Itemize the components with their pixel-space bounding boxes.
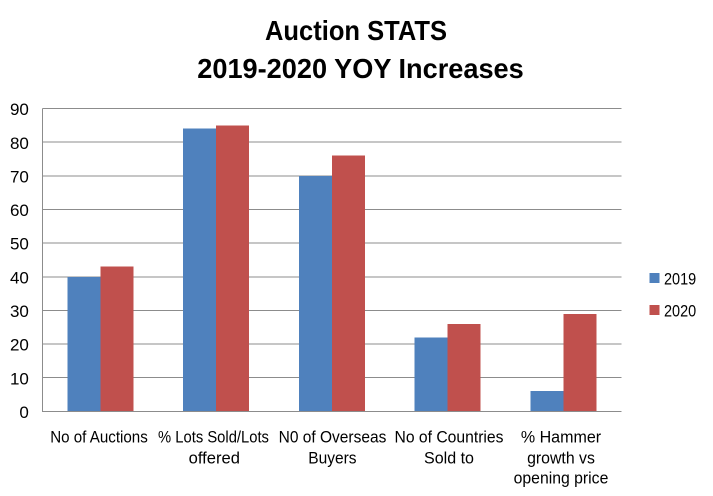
- svg-text:50: 50: [10, 235, 29, 254]
- svg-text:Buyers: Buyers: [308, 448, 356, 467]
- svg-text:30: 30: [10, 302, 29, 321]
- svg-text:Sold to: Sold to: [424, 448, 474, 467]
- svg-text:% Lots Sold/Lots: % Lots Sold/Lots: [158, 427, 269, 446]
- svg-text:2020: 2020: [664, 302, 696, 321]
- svg-text:offered: offered: [189, 448, 240, 467]
- svg-text:2019: 2019: [664, 269, 696, 288]
- svg-text:N0 of Overseas: N0 of Overseas: [279, 427, 387, 446]
- svg-text:Auction STATS: Auction STATS: [265, 15, 447, 46]
- svg-text:80: 80: [10, 134, 29, 153]
- svg-text:60: 60: [10, 201, 29, 220]
- svg-text:0: 0: [19, 403, 28, 422]
- svg-text:opening price: opening price: [514, 468, 609, 487]
- svg-text:10: 10: [10, 369, 29, 388]
- svg-text:% Hammer: % Hammer: [521, 427, 602, 446]
- svg-text:20: 20: [10, 336, 29, 355]
- svg-text:40: 40: [10, 268, 29, 287]
- svg-text:90: 90: [10, 100, 29, 119]
- svg-text:No of Auctions: No of Auctions: [50, 427, 148, 446]
- svg-text:2019-2020 YOY Increases: 2019-2020 YOY Increases: [197, 53, 524, 84]
- svg-text:growth vs: growth vs: [527, 448, 595, 467]
- svg-text:70: 70: [10, 167, 29, 186]
- svg-text:No of Countries: No of Countries: [395, 427, 504, 446]
